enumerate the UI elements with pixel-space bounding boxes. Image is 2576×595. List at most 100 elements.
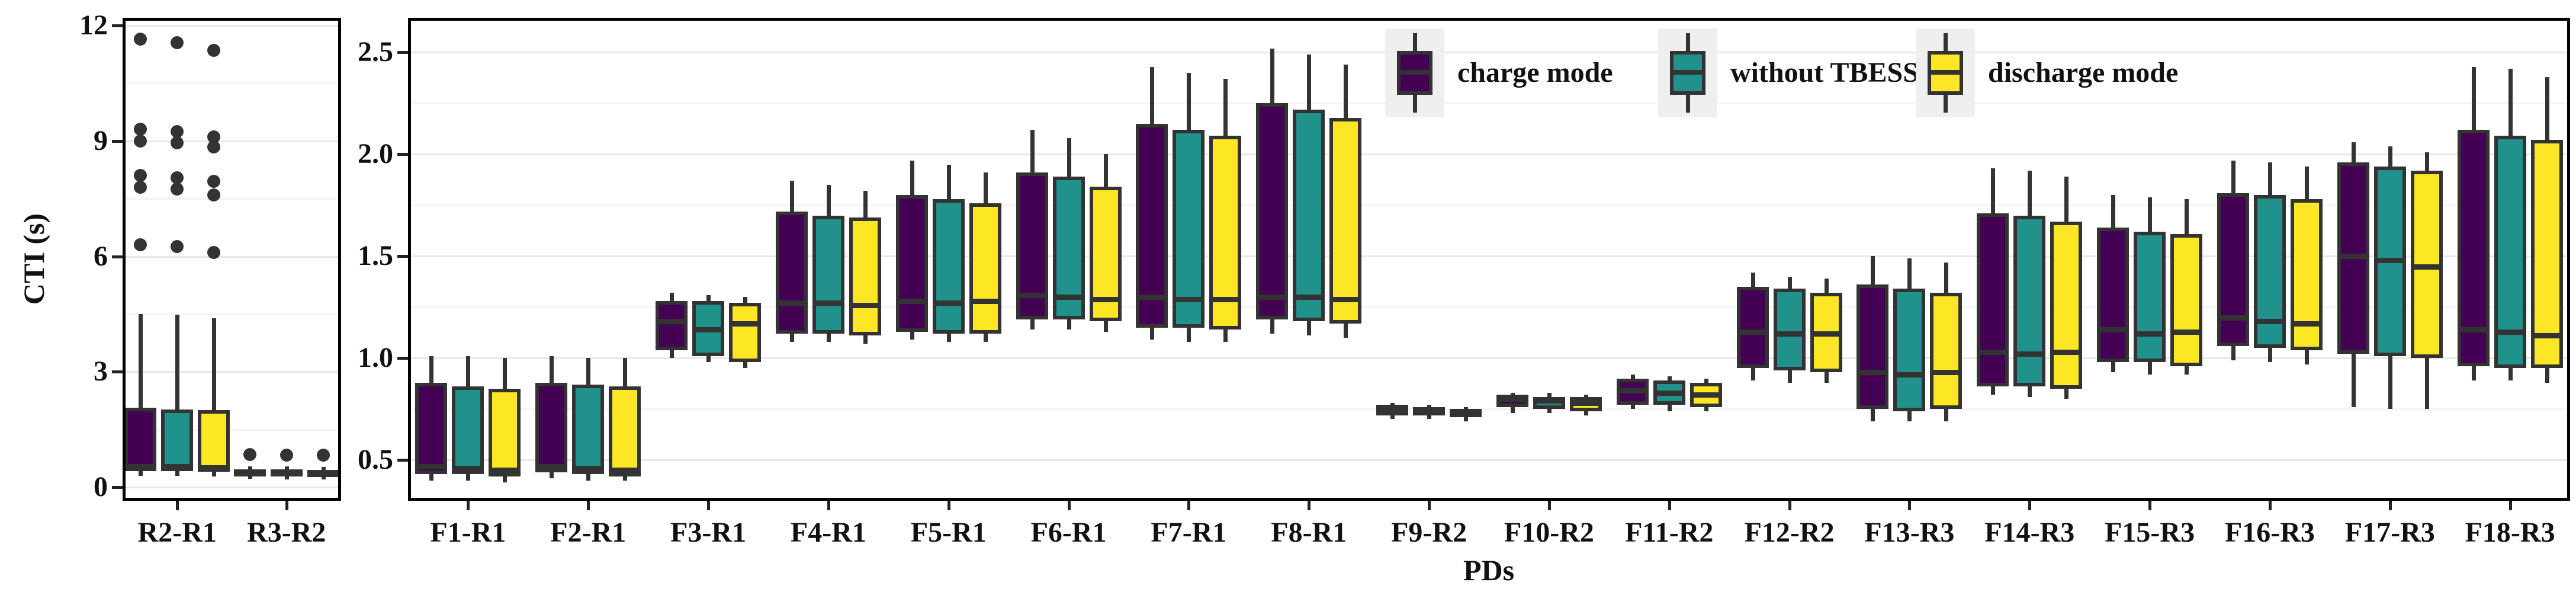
- x-tick-mark: [947, 501, 950, 510]
- outlier-point: [134, 180, 147, 194]
- y-tick-label: 1.0: [358, 342, 393, 374]
- boxplot-median: [2530, 333, 2563, 339]
- boxplot-box: [1293, 109, 1325, 322]
- boxplot-median: [307, 471, 339, 476]
- x-tick-label: F1-R1: [430, 517, 506, 548]
- y-tick-label: 3: [94, 356, 108, 388]
- boxplot-box: [656, 300, 688, 350]
- x-tick-label: R2-R1: [137, 517, 217, 548]
- grid-minor-line: [408, 103, 2570, 105]
- x-tick-label: F10-R2: [1504, 517, 1594, 548]
- y-tick-label: 9: [94, 124, 108, 156]
- outlier-point: [171, 36, 184, 50]
- x-tick-label: F13-R3: [1864, 517, 1955, 548]
- y-tick-mark: [112, 24, 123, 27]
- boxplot-box: [609, 386, 641, 476]
- boxplot-median: [198, 465, 230, 471]
- boxplot-box: [849, 217, 881, 336]
- y-tick-mark: [112, 486, 123, 490]
- boxplot-box: [535, 382, 568, 472]
- x-tick-mark: [2388, 501, 2392, 510]
- boxplot-median: [535, 463, 568, 469]
- boxplot-box: [2050, 221, 2083, 389]
- grid-minor-line: [123, 198, 341, 200]
- boxplot-box: [729, 303, 762, 363]
- x-tick-label: F18-R3: [2465, 517, 2555, 548]
- boxplot-median: [2097, 327, 2129, 333]
- outlier-point: [134, 32, 147, 46]
- x-tick-label: F16-R3: [2224, 517, 2315, 548]
- outlier-point: [134, 123, 147, 136]
- boxplot-median: [2134, 331, 2166, 337]
- boxplot-median: [1616, 388, 1649, 394]
- boxplot-box: [572, 384, 605, 475]
- boxplot-median: [1376, 407, 1409, 412]
- boxplot-box: [198, 410, 230, 472]
- y-tick-label: 2.0: [358, 138, 393, 170]
- grid-minor-line: [123, 82, 341, 85]
- x-tick-label: F12-R2: [1744, 517, 1835, 548]
- boxplot-box: [489, 388, 521, 476]
- boxplot-median: [1413, 408, 1446, 414]
- boxplot-median: [1856, 370, 1889, 376]
- boxplot-median: [1736, 329, 1769, 335]
- legend-key-median: [1397, 70, 1432, 75]
- y-tick-mark: [397, 459, 408, 462]
- boxplot-box: [2134, 232, 2166, 363]
- boxplot-median: [2290, 321, 2323, 327]
- outlier-point: [207, 188, 221, 201]
- grid-minor-line: [408, 408, 2570, 411]
- outlier-point: [171, 240, 184, 254]
- whisker-line: [175, 315, 180, 476]
- grid-major-line: [408, 153, 2570, 156]
- x-tick-mark: [1668, 501, 1671, 510]
- x-tick-label: F3-R1: [670, 517, 747, 548]
- grid-major-line: [123, 24, 341, 27]
- boxplot-median: [692, 327, 725, 333]
- boxplot-box: [2013, 215, 2046, 387]
- grid-major-line: [123, 487, 341, 489]
- grid-major-line: [408, 459, 2570, 462]
- boxplot-median: [2410, 264, 2443, 270]
- boxplot-box: [775, 211, 808, 334]
- boxplot-median: [270, 471, 303, 476]
- boxplot-median: [1052, 295, 1085, 300]
- boxplot-median: [1209, 296, 1242, 302]
- outlier-point: [207, 174, 221, 188]
- boxplot-median: [572, 465, 605, 471]
- y-tick-mark: [397, 255, 408, 258]
- boxplot-median: [1329, 296, 1362, 302]
- boxplot-median: [1089, 296, 1122, 302]
- boxplot-box: [2097, 228, 2129, 363]
- boxplot-box: [1856, 284, 1889, 410]
- y-tick-label: 0.5: [358, 444, 393, 476]
- boxplot-median: [1533, 398, 1565, 404]
- x-tick-mark: [587, 501, 590, 510]
- outlier-point: [207, 130, 221, 144]
- outlier-point: [207, 246, 221, 260]
- legend-label: without TBESS: [1730, 57, 1919, 88]
- boxplot-box: [2217, 193, 2249, 346]
- grid-major-line: [123, 371, 341, 373]
- boxplot-median: [2170, 329, 2203, 335]
- x-tick-label: F7-R1: [1151, 517, 1227, 548]
- outlier-point: [171, 124, 184, 138]
- legend-key-median: [1928, 70, 1963, 75]
- boxplot-median: [233, 470, 266, 476]
- boxplot-box: [1977, 213, 2009, 387]
- boxplot-median: [656, 319, 688, 325]
- legend-key-median: [1670, 70, 1705, 75]
- boxplot-box: [812, 215, 844, 334]
- x-tick-mark: [1788, 501, 1791, 510]
- grid-major-line: [408, 357, 2570, 360]
- boxplot-median: [2337, 254, 2369, 260]
- x-tick-label: F5-R1: [910, 517, 987, 548]
- boxplot-median: [895, 298, 928, 304]
- outlier-point: [171, 182, 184, 196]
- boxplot-box: [2170, 233, 2203, 367]
- legend-label: discharge mode: [1988, 57, 2179, 88]
- x-tick-mark: [1187, 501, 1191, 510]
- boxplot-box: [2457, 130, 2490, 367]
- boxplot-median: [1930, 370, 1962, 376]
